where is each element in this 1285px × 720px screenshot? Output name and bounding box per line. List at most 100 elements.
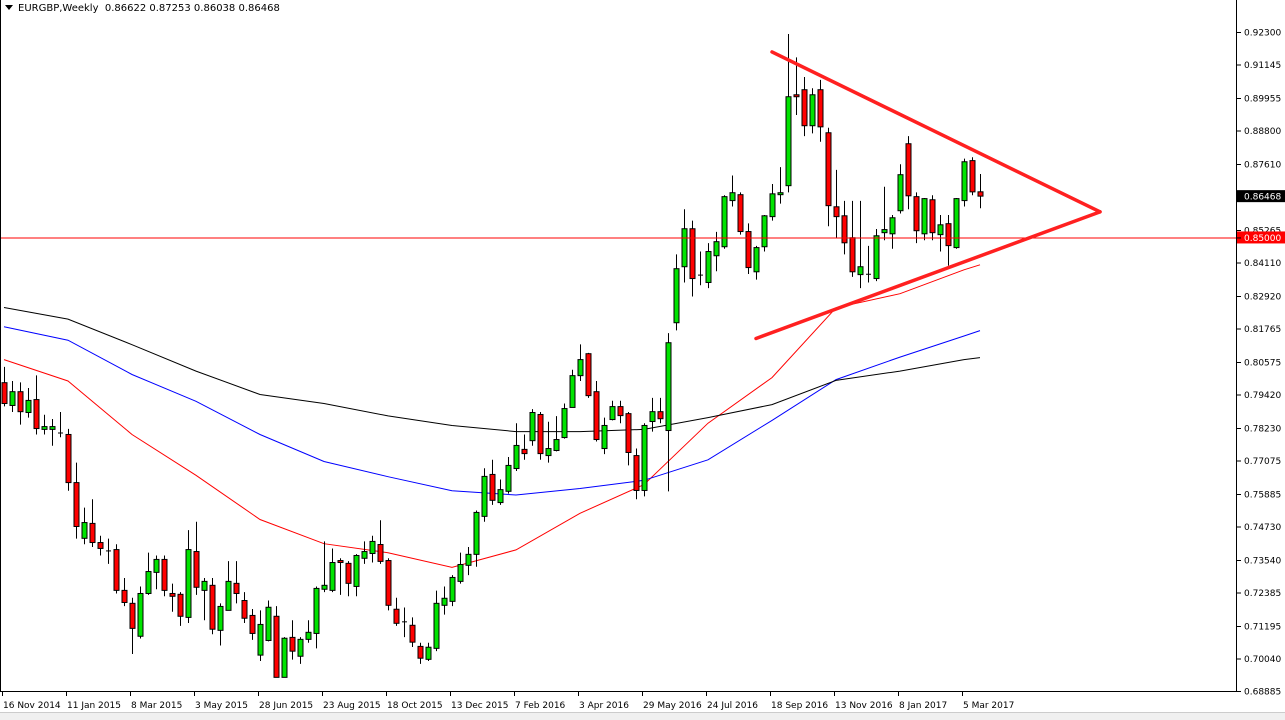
y-tick-label: 0.68885	[1244, 688, 1281, 698]
candle-body	[97, 542, 104, 549]
candle-body	[593, 391, 600, 441]
candle	[441, 586, 448, 615]
candle-body	[489, 473, 496, 501]
candle-body	[961, 161, 968, 202]
candle-body	[393, 608, 400, 624]
candle	[497, 479, 504, 505]
candle	[265, 600, 272, 642]
candle	[841, 200, 848, 255]
candle-body	[809, 94, 816, 127]
candle-body	[457, 563, 464, 582]
candle-body	[881, 229, 888, 234]
candle	[769, 183, 776, 221]
candle	[81, 507, 88, 545]
candle	[281, 637, 288, 678]
y-tick-label: 0.81765	[1244, 325, 1281, 335]
candle	[409, 617, 416, 647]
x-tick-label: 18 Oct 2015	[387, 701, 443, 711]
candle	[866, 245, 871, 283]
candle-body	[65, 433, 72, 484]
candle	[58, 411, 63, 438]
candle-body	[137, 592, 144, 637]
x-tick-label: 3 Apr 2016	[579, 701, 629, 711]
chart-header: EURGBP,Weekly 0.86622 0.87253 0.86038 0.…	[5, 3, 280, 14]
candle	[89, 499, 96, 548]
candle-body	[513, 444, 520, 470]
candle-body	[713, 241, 720, 257]
candle-body	[977, 191, 984, 197]
y-tick-label: 0.86468	[1244, 193, 1281, 203]
candle-body	[937, 224, 944, 236]
candle-body	[777, 192, 784, 196]
x-tick-label: 23 Aug 2015	[323, 701, 381, 711]
candle	[657, 397, 664, 424]
candle-body	[585, 353, 592, 397]
candle	[753, 245, 760, 280]
candle-body	[305, 631, 312, 640]
dropdown-triangle-icon[interactable]	[5, 5, 13, 10]
candle-body	[433, 602, 440, 649]
candle-body	[945, 223, 952, 247]
candle	[969, 157, 976, 196]
candle-body	[297, 638, 304, 657]
candle	[833, 169, 840, 238]
candle	[321, 541, 328, 593]
candle-body	[689, 228, 696, 280]
candle-body	[481, 475, 488, 517]
candle	[881, 186, 888, 241]
candle-body	[425, 646, 432, 660]
candle	[737, 192, 744, 235]
x-tick-label: 13 Nov 2016	[835, 701, 893, 711]
candle-body	[801, 89, 808, 127]
candle	[433, 590, 440, 652]
candle	[961, 158, 968, 207]
candle-body	[273, 615, 280, 678]
x-tick-label: 29 May 2016	[643, 701, 702, 711]
candle	[873, 229, 880, 282]
candle-body	[745, 231, 752, 269]
candle-body	[601, 424, 608, 450]
y-tick-label: 0.84110	[1244, 259, 1281, 269]
candle-body	[785, 96, 792, 187]
candle-body	[257, 623, 264, 656]
candle	[617, 400, 624, 424]
candle	[698, 251, 703, 286]
candle-body	[913, 196, 920, 232]
candle-body	[521, 448, 528, 455]
candle	[169, 583, 176, 612]
candle-body	[9, 391, 16, 406]
candle-body	[529, 412, 536, 442]
candle	[585, 352, 592, 398]
candle-body	[409, 624, 416, 643]
x-tick-label: 24 Jul 2016	[707, 701, 758, 711]
candle	[449, 575, 456, 607]
y-tick-label: 0.75885	[1244, 490, 1281, 500]
candle-body	[921, 198, 928, 235]
y-tick-label: 0.91145	[1244, 61, 1281, 71]
candle	[329, 548, 336, 593]
candle-body	[497, 489, 504, 504]
candle-body	[337, 560, 344, 564]
candle	[33, 375, 40, 435]
candle	[193, 521, 200, 595]
candle-body	[313, 587, 320, 634]
candle	[553, 416, 560, 452]
candle-body	[825, 132, 832, 207]
candle-body	[361, 551, 368, 559]
candle	[161, 555, 168, 597]
candle	[593, 380, 600, 442]
y-tick-label: 0.85000	[1244, 234, 1281, 244]
candle	[17, 382, 24, 425]
candle	[633, 448, 640, 500]
candle	[977, 174, 984, 209]
level-price-badge	[1237, 231, 1285, 244]
candle-body	[249, 614, 256, 634]
candle	[257, 610, 264, 662]
candle	[177, 592, 184, 626]
candle-body	[185, 549, 192, 618]
current-price-badge	[1237, 190, 1285, 203]
candle-body	[113, 549, 120, 591]
candle-body	[953, 198, 960, 249]
candle-body	[345, 562, 352, 584]
